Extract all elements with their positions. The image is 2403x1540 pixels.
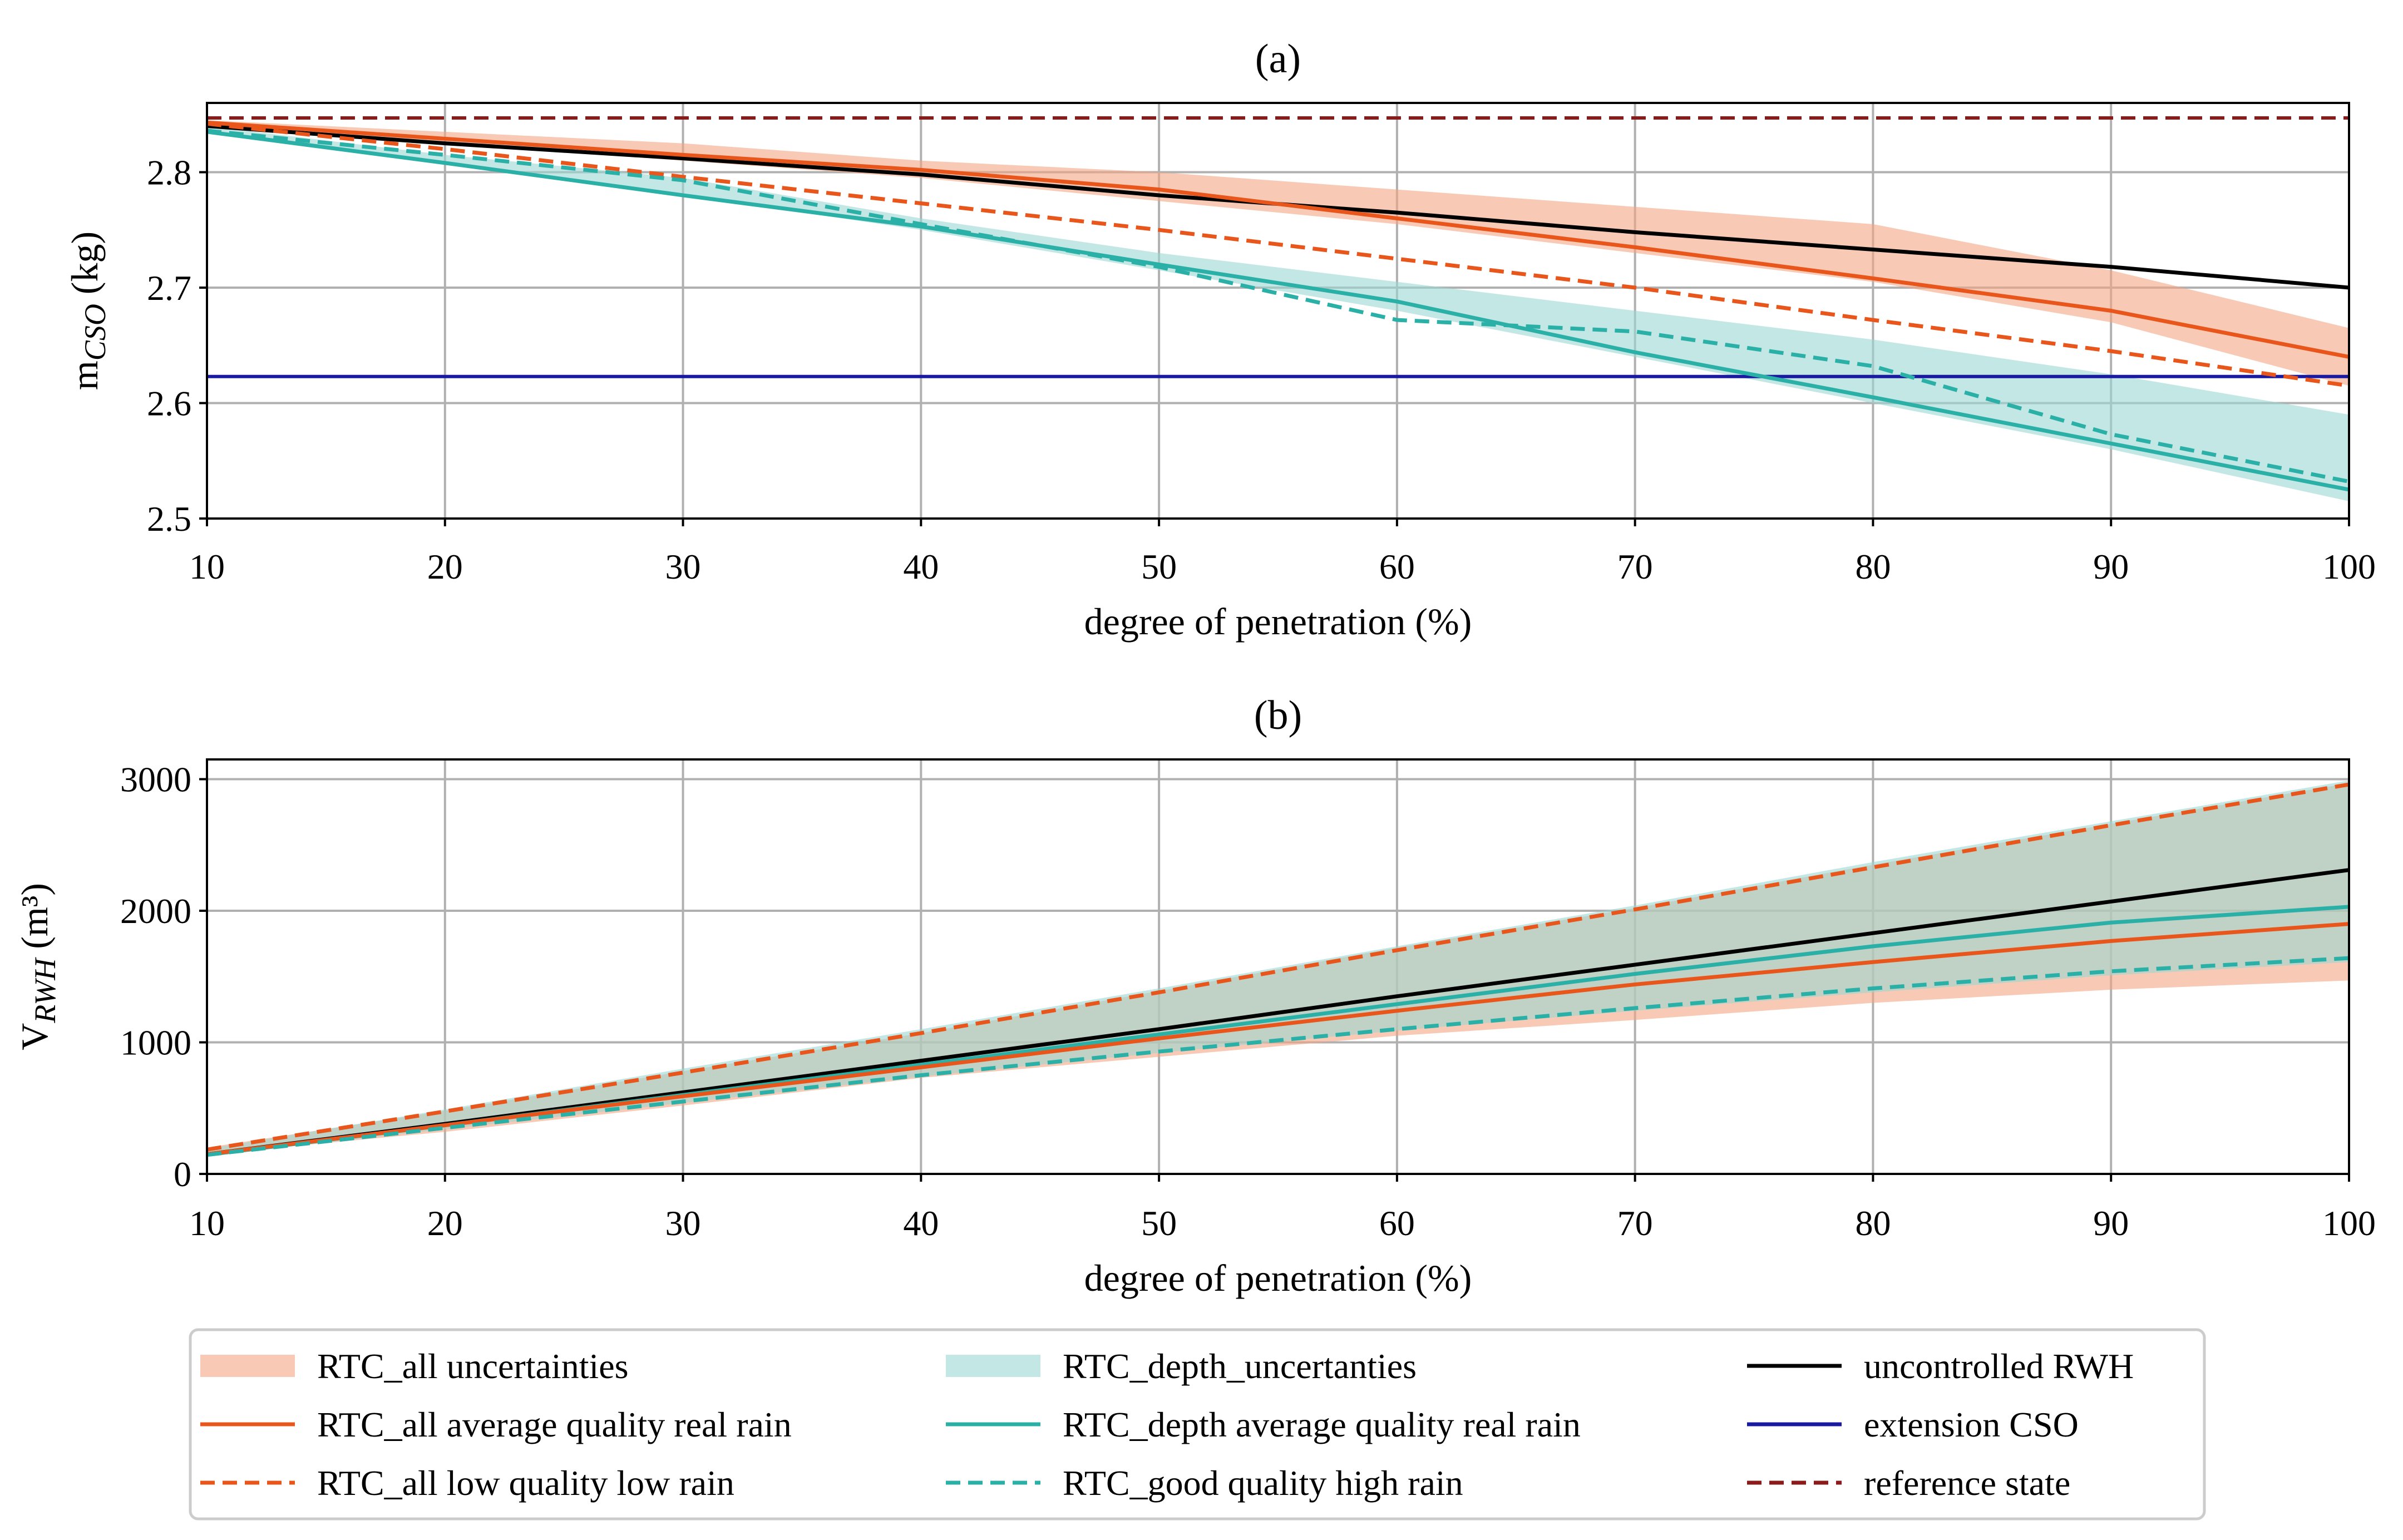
y-tick-label: 3000 — [120, 759, 191, 799]
panel-title: (a) — [1255, 36, 1301, 82]
legend-swatch — [200, 1355, 295, 1377]
y-axis-label: VRWH (m³) — [13, 883, 62, 1050]
series-rtc-good-quality-high-rain — [207, 129, 2349, 484]
legend-item-rtc-all-uncertainties: RTC_all uncertainties — [200, 1346, 629, 1386]
x-tick-label: 40 — [903, 547, 939, 586]
x-tick-label: 60 — [1379, 1203, 1415, 1243]
x-tick-label: 100 — [2322, 547, 2376, 586]
x-axis-label: degree of penetration (%) — [1084, 1257, 1472, 1299]
series-rtc-all-average-quality-real-rain — [207, 922, 2349, 1156]
y-tick-label: 2.8 — [147, 153, 191, 192]
legend-label: extension CSO — [1864, 1405, 2079, 1444]
legend-item-rtc-all-low-quality-low-rain: RTC_all low quality low rain — [200, 1463, 734, 1503]
plot-area — [207, 116, 2349, 501]
legend-item-rtc-good-quality-high-rain: RTC_good quality high rain — [946, 1463, 1463, 1503]
series-rtc-all-low-quality-low-rain — [207, 782, 2349, 1152]
y-tick-label: 2000 — [120, 891, 191, 931]
series-rtc-all-low-quality-low-rain — [207, 121, 2349, 388]
x-tick-label: 90 — [2093, 547, 2129, 586]
x-tick-label: 80 — [1855, 1203, 1891, 1243]
legend: RTC_all uncertainties RTC_all average qua… — [189, 1328, 2206, 1521]
x-tick-label: 30 — [665, 547, 701, 586]
x-tick-label: 30 — [665, 1203, 701, 1243]
legend-swatch — [946, 1355, 1040, 1377]
x-tick-label: 80 — [1855, 547, 1891, 586]
axes-frame — [206, 758, 2350, 1175]
x-tick-label: 90 — [2093, 1203, 2129, 1243]
legend-label: RTC_depth_uncertanties — [1063, 1346, 1417, 1386]
legend-label: RTC_all low quality low rain — [317, 1463, 734, 1503]
axes-frame — [206, 102, 2350, 520]
x-tick-label: 20 — [427, 547, 463, 586]
panel-title: (b) — [1254, 693, 1302, 738]
legend-label: RTC_all average quality real rain — [317, 1405, 792, 1444]
series-uncontrolled-rwh — [207, 868, 2349, 1156]
legend-label: uncontrolled RWH — [1864, 1346, 2134, 1386]
legend-item-uncontrolled-rwh: uncontrolled RWH — [1747, 1346, 2134, 1386]
series-rtc-good-quality-high-rain — [207, 956, 2349, 1157]
y-tick-label: 2.5 — [147, 499, 191, 539]
x-tick-label: 60 — [1379, 547, 1415, 586]
x-tick-label: 70 — [1617, 1203, 1653, 1243]
legend-frame — [189, 1328, 2206, 1521]
x-tick-label: 100 — [2322, 1203, 2376, 1243]
x-tick-label: 50 — [1141, 547, 1177, 586]
y-tick-label: 2.7 — [147, 268, 191, 308]
legend-item-rtc-all-average-quality-real-rain: RTC_all average quality real rain — [200, 1405, 792, 1444]
y-tick-label: 1000 — [120, 1023, 191, 1062]
panel-a: 10 20 30 40 50 60 70 80 90 100 2.5 2.6 2.7 2.8 (a) degr… — [63, 36, 2376, 643]
legend-label: reference state — [1864, 1463, 2070, 1503]
legend-item-rtc-depth-average-quality-real-rain: RTC_depth average quality real rain — [946, 1405, 1581, 1444]
x-tick-label: 10 — [189, 1203, 225, 1243]
legend-label: RTC_good quality high rain — [1063, 1463, 1463, 1503]
x-axis-label: degree of penetration (%) — [1084, 600, 1472, 643]
series-rtc-depth-average-quality-real-rain — [207, 130, 2349, 492]
legend-label: RTC_depth average quality real rain — [1063, 1405, 1581, 1444]
series-rtc-all-average-quality-real-rain — [207, 120, 2349, 359]
x-tick-label: 70 — [1617, 547, 1653, 586]
legend-item-extension-cso: extension CSO — [1747, 1405, 2079, 1444]
x-tick-label: 10 — [189, 547, 225, 586]
y-axis-label: mCSO (kg) — [63, 231, 112, 390]
x-tick-label: 40 — [903, 1203, 939, 1243]
y-tick-label: 0 — [174, 1154, 191, 1194]
x-tick-label: 20 — [427, 1203, 463, 1243]
legend-label: RTC_all uncertainties — [317, 1346, 629, 1386]
y-tick-label: 2.6 — [147, 384, 191, 423]
plot-area — [207, 780, 2349, 1157]
x-tick-label: 50 — [1141, 1203, 1177, 1243]
panel-b: 10 20 30 40 50 60 70 80 90 1000100020003000(b)deg… — [13, 693, 2376, 1299]
legend-item-rtc-depth-uncertanties: RTC_depth_uncertanties — [946, 1346, 1417, 1386]
legend-item-reference-state: reference state — [1747, 1463, 2070, 1503]
